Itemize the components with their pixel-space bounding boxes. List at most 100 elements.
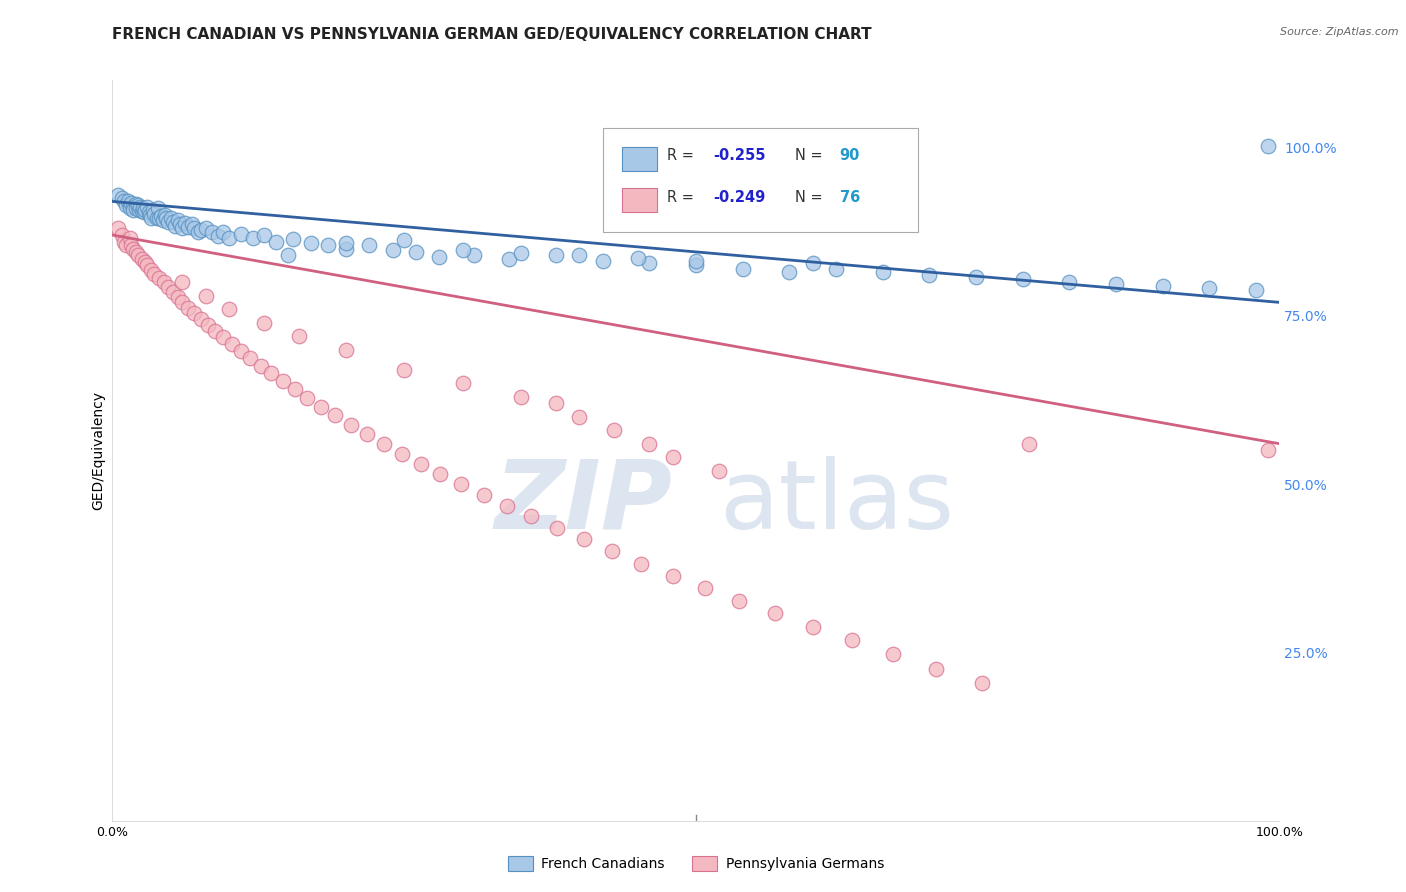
Text: R =: R = bbox=[666, 190, 699, 205]
Point bbox=[283, 382, 305, 396]
Point bbox=[409, 457, 432, 471]
Point bbox=[568, 248, 591, 262]
Point bbox=[128, 202, 150, 217]
Point bbox=[872, 265, 894, 279]
Point bbox=[166, 290, 188, 304]
Point bbox=[801, 256, 824, 270]
Point bbox=[190, 223, 212, 237]
FancyBboxPatch shape bbox=[623, 147, 658, 170]
Point bbox=[155, 211, 177, 226]
Point bbox=[162, 285, 184, 299]
Point bbox=[271, 374, 294, 388]
Point bbox=[685, 253, 707, 268]
Point bbox=[150, 209, 173, 223]
Text: 90: 90 bbox=[839, 148, 860, 163]
Point bbox=[1257, 139, 1279, 153]
Point bbox=[825, 261, 848, 276]
Point bbox=[118, 231, 141, 245]
Point bbox=[183, 306, 205, 320]
Point bbox=[125, 201, 148, 215]
Point bbox=[429, 467, 451, 481]
Point bbox=[165, 219, 187, 233]
Point bbox=[239, 351, 262, 366]
Point bbox=[132, 201, 155, 215]
Point bbox=[778, 265, 800, 279]
Point bbox=[391, 447, 413, 461]
Point bbox=[544, 396, 567, 410]
Point bbox=[965, 269, 987, 284]
Point bbox=[276, 248, 298, 262]
Point bbox=[229, 227, 252, 241]
Point bbox=[112, 235, 135, 249]
Point bbox=[1105, 277, 1128, 291]
Point bbox=[288, 329, 311, 343]
Point bbox=[1152, 278, 1174, 293]
Point bbox=[139, 263, 162, 277]
Point bbox=[661, 568, 683, 582]
Text: Source: ZipAtlas.com: Source: ZipAtlas.com bbox=[1281, 27, 1399, 37]
Point bbox=[129, 200, 152, 214]
Point bbox=[249, 359, 271, 373]
Point bbox=[172, 295, 194, 310]
Point bbox=[463, 248, 485, 262]
Point bbox=[148, 271, 170, 285]
Point bbox=[148, 211, 170, 226]
Point bbox=[153, 275, 176, 289]
Point bbox=[212, 226, 235, 240]
Point bbox=[218, 231, 240, 245]
Point bbox=[496, 499, 519, 513]
Point bbox=[970, 675, 993, 690]
Point bbox=[183, 221, 205, 235]
Point bbox=[180, 217, 202, 231]
Point bbox=[136, 200, 159, 214]
Point bbox=[1011, 272, 1033, 286]
Point bbox=[1018, 436, 1040, 450]
Point bbox=[638, 436, 661, 450]
Point bbox=[218, 302, 240, 317]
Point bbox=[125, 244, 148, 259]
Point bbox=[134, 255, 156, 269]
Point bbox=[201, 225, 224, 239]
Point bbox=[709, 464, 731, 478]
Point bbox=[166, 213, 188, 227]
Point bbox=[600, 544, 623, 558]
Point bbox=[882, 648, 904, 662]
Point bbox=[498, 252, 520, 266]
Point bbox=[373, 436, 395, 450]
Point bbox=[115, 238, 138, 252]
Point bbox=[162, 214, 184, 228]
Point bbox=[405, 244, 427, 259]
Point bbox=[568, 409, 591, 424]
Point bbox=[139, 211, 162, 226]
Text: N =: N = bbox=[796, 190, 827, 205]
Text: N =: N = bbox=[796, 148, 827, 163]
Point bbox=[146, 211, 169, 225]
Point bbox=[335, 343, 357, 357]
Point bbox=[509, 245, 531, 260]
Point bbox=[127, 198, 149, 212]
Point bbox=[572, 533, 595, 547]
Point bbox=[253, 228, 276, 243]
Point bbox=[356, 427, 378, 442]
Point bbox=[335, 236, 357, 251]
Point bbox=[451, 243, 474, 257]
Text: -0.249: -0.249 bbox=[713, 190, 766, 205]
Point bbox=[143, 206, 166, 220]
Point bbox=[194, 288, 217, 302]
Text: 76: 76 bbox=[839, 190, 859, 205]
Point bbox=[136, 259, 159, 273]
Point bbox=[763, 607, 786, 621]
Y-axis label: GED/Equivalency: GED/Equivalency bbox=[91, 391, 105, 510]
Point bbox=[153, 208, 176, 222]
Point bbox=[111, 228, 134, 243]
Text: ZIP: ZIP bbox=[495, 456, 672, 549]
Point bbox=[131, 252, 153, 266]
Point bbox=[134, 202, 156, 217]
Point bbox=[661, 450, 683, 465]
Point bbox=[122, 242, 145, 256]
Point bbox=[335, 242, 357, 256]
Point bbox=[177, 219, 200, 234]
Point bbox=[918, 268, 941, 283]
Point bbox=[392, 362, 416, 376]
Point bbox=[139, 208, 162, 222]
